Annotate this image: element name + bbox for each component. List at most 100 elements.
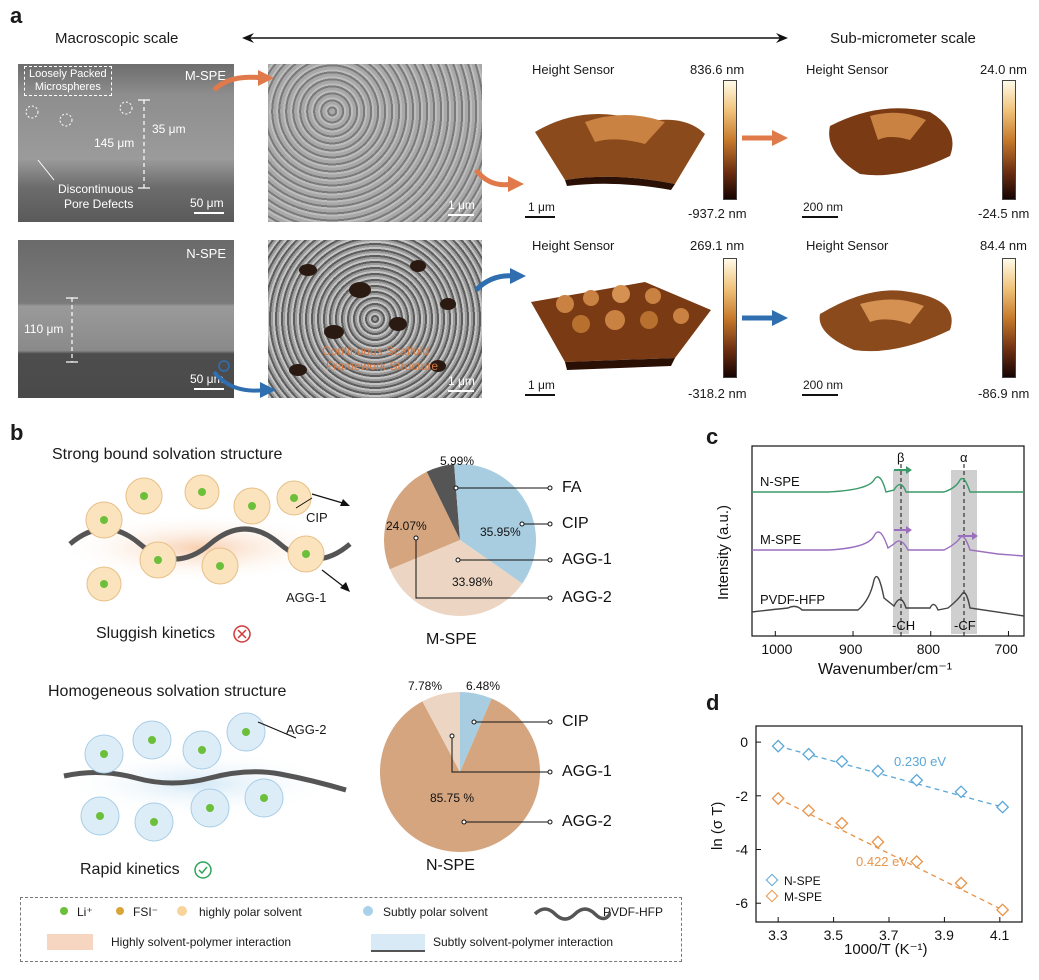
afm-m2-colorbar: [1002, 80, 1016, 200]
pie-mspe-slices: [384, 464, 536, 616]
arr-ylabel: ln (σ T): [709, 802, 726, 850]
nspe-sem-annotations: [66, 297, 230, 372]
arr-y-tick-label: -2: [736, 788, 749, 804]
arr-legend-mspe: M-SPE: [784, 890, 822, 904]
nspe-sem-zoom: Continuous Scaffold Framework Structure …: [268, 240, 482, 398]
panel-letter-a: a: [10, 3, 23, 28]
framework-label-2: Framework Structure: [326, 359, 439, 373]
nspe-tag: N-SPE: [186, 246, 226, 261]
afm-m1-max: 836.6 nm: [690, 62, 745, 77]
arr-point-m-spe: [771, 791, 785, 806]
microspheres-label: Microspheres: [34, 81, 101, 93]
afm-n2-colorbar: [1002, 258, 1016, 378]
nspe-sem-cross-section: N-SPE 110 μm 50 μm: [18, 240, 234, 398]
arr-y-tick-label: -6: [736, 895, 749, 911]
cip-label-top: CIP: [306, 510, 328, 525]
subtle-polar-solvent-icon: [363, 906, 373, 916]
afm-n1-scale-bar: [525, 394, 555, 396]
legend-pvdf: PVDF-HFP: [603, 905, 663, 919]
pie-nspe-slice-cip: [460, 692, 492, 772]
pie-nspe-label-agg2: 85.75 %: [430, 791, 474, 805]
afm-n2-min: -86.9 nm: [978, 386, 1030, 401]
arr-fit-mspe: 0.422 eV: [856, 854, 908, 869]
afm-m1-scale-label: 1 μm: [528, 200, 555, 214]
loosely-packed-label: Loosely Packed: [29, 68, 107, 80]
nspe-sem-scale-bar: [194, 388, 224, 390]
pie-nspe-legend-agg2: AGG-2: [562, 813, 612, 830]
defect-label-1: Discontinuous: [58, 182, 134, 196]
framework-label-1: Continuous Scaffold: [322, 344, 430, 358]
afm-n1-max: 269.1 nm: [690, 238, 745, 253]
arr-point-n-spe: [802, 747, 816, 761]
afm-m2-scale-bar: [802, 216, 838, 218]
afm-m2-scale-label: 200 nm: [803, 200, 844, 214]
afm-m2-max: 24.0 nm: [980, 62, 1027, 77]
arr-y-tick-label: -4: [736, 842, 749, 858]
pie-nspe-legend-agg1: AGG-1: [562, 763, 612, 780]
panel-letter-d: d: [706, 690, 720, 715]
macroscopic-scale-label: Macroscopic scale: [55, 30, 179, 47]
arr-x-tick-label: 3.7: [879, 927, 899, 943]
pie-mspe-title: M-SPE: [426, 631, 477, 648]
agg2-label-bottom: AGG-2: [286, 722, 327, 737]
legend-high-polar: highly polar solvent: [199, 905, 302, 919]
arr-x-tick-label: 3.9: [934, 927, 954, 943]
pie-mspe-label-agg1: 33.98%: [452, 575, 493, 589]
arr-fit-nspe: 0.230 eV: [894, 754, 946, 769]
strong-solvation-illustration: [60, 474, 352, 602]
arr-x-tick-label: 3.3: [768, 927, 788, 943]
afm-m1-title: Height Sensor: [532, 62, 615, 77]
afm-n2-title: Height Sensor: [806, 238, 889, 253]
ftir-chart: β α -CH -CF N-SPE M-SPE PVDF-HFP 1000 900…: [715, 445, 1025, 678]
ftir-xlabel: Wavenumber/cm⁻¹: [818, 661, 952, 678]
legend-subtle-interaction: Subtly solvent-polymer interaction: [433, 935, 614, 949]
arr-legend-nspe: N-SPE: [784, 874, 821, 888]
ftir-ch-label: -CH: [892, 618, 915, 633]
legend-subtle-polar: Subtly polar solvent: [383, 905, 488, 919]
afm-n-arrow: [742, 310, 788, 326]
li-icon: [60, 907, 68, 915]
pie-nspe-legend-cip: CIP: [562, 713, 589, 730]
pie-mspe-legend-cip: CIP: [562, 515, 589, 532]
pie-nspe-title: N-SPE: [426, 857, 475, 874]
pie-mspe-label-agg2: 24.07%: [386, 519, 427, 533]
afm-m1-min: -937.2 nm: [688, 206, 747, 221]
arrhenius-series: [771, 739, 1010, 917]
nspe-pores: [289, 260, 456, 376]
arr-fit-line-m-spe: [777, 797, 1003, 911]
pie-nspe-slice-agg-1: [422, 692, 460, 772]
ftir-x-ticks: 1000 900 800 700: [761, 631, 1018, 657]
afm-m2-min: -24.5 nm: [978, 206, 1030, 221]
arr-point-m-spe: [910, 855, 924, 869]
ftir-series-pvdf: PVDF-HFP: [760, 592, 825, 607]
pie-mspe-label-fa: 5.99%: [440, 454, 474, 468]
panel-letter-b: b: [10, 420, 24, 445]
panel-letter-c: c: [706, 424, 719, 449]
fsi-icon: [116, 907, 124, 915]
afm-n1-surface: [531, 282, 711, 370]
afm-m1-scale-bar: [525, 216, 555, 218]
ftir-series-mspe: M-SPE: [760, 532, 802, 547]
arrhenius-ticks: 3.3 3.5 3.7 3.9 4.1 0 -2 -4 -6: [736, 734, 1010, 943]
ftir-x-tick-label: 1000: [761, 641, 792, 657]
arr-point-m-spe: [996, 903, 1010, 917]
pie-mspe-slice-agg-1: [389, 540, 523, 616]
subtle-interaction-swatch: [371, 934, 425, 952]
high-interaction-swatch: [47, 934, 93, 950]
strong-solvation-title: Strong bound solvation structure: [52, 446, 283, 463]
pie-nspe-label-cip: 6.48%: [466, 679, 500, 693]
afm-n2-surface: [819, 290, 952, 352]
pie-mspe: 5.99% 35.95% 33.98% 24.07% FA CIP AGG-1 …: [384, 454, 612, 648]
arr-point-n-spe: [954, 785, 968, 799]
arr-point-n-spe: [871, 764, 885, 778]
mspe-tag: M-SPE: [184, 68, 226, 83]
cross-circle-icon: [233, 625, 251, 643]
ftir-x-tick-label: 700: [994, 641, 1018, 657]
afm-n2-max: 84.4 nm: [980, 238, 1027, 253]
afm-n1-scale-label: 1 μm: [528, 378, 555, 392]
pie-nspe-slice-agg-2: [380, 698, 540, 852]
rapid-kinetics-label: Rapid kinetics: [80, 861, 180, 878]
arr-point-m-spe: [871, 835, 885, 849]
pie-mspe-legend-agg2: AGG-2: [562, 589, 612, 606]
afm-m1-surface: [535, 114, 705, 190]
